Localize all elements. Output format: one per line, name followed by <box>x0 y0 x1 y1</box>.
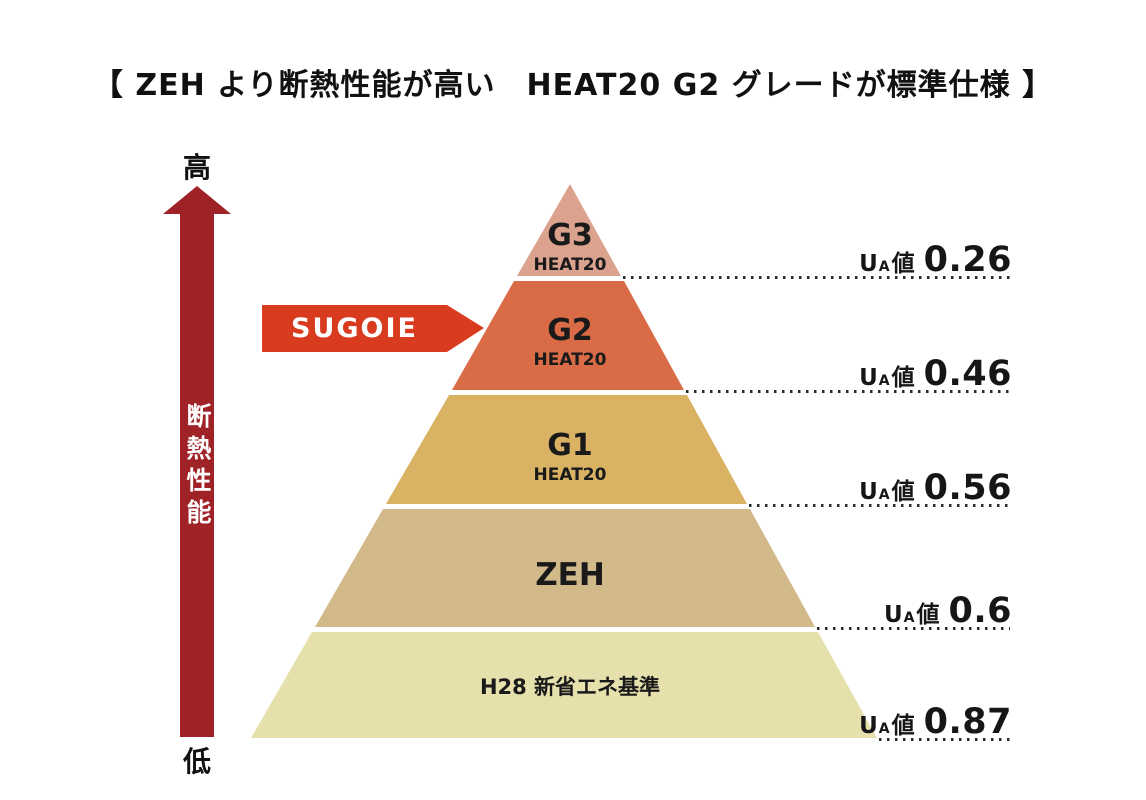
axis-high-label: 高 <box>182 151 211 184</box>
axis-label-insulation-performance: 断熱性能 <box>183 403 212 531</box>
tier-g1-label: G1 <box>547 428 593 463</box>
axis-arrow-head <box>163 186 231 214</box>
tier-g3-shape <box>517 184 621 276</box>
sugoie-arrow-shape <box>262 305 484 352</box>
ua-suffix: 値 <box>916 602 940 628</box>
tier-h28-labels: H28 新省エネ基準 <box>270 675 870 699</box>
ua-suffix: 値 <box>891 365 915 391</box>
ua-suffix: 値 <box>891 479 915 505</box>
ua-subscript: A <box>878 721 890 737</box>
tier-g1-shape <box>386 395 747 504</box>
tier-g1-sublabel: HEAT20 <box>533 465 607 485</box>
ua-value: 0.26 <box>923 240 1012 280</box>
tier-g3-labels: G3 HEAT20 <box>270 219 870 275</box>
ua-value: 0.56 <box>923 468 1012 508</box>
tier-g2-label: G2 <box>547 313 593 348</box>
tier-zeh-label: ZEH <box>535 557 605 593</box>
ua-value: 0.6 <box>948 591 1012 631</box>
tier-g2-sublabel: HEAT20 <box>533 350 607 370</box>
tier-zeh-labels: ZEH <box>270 558 870 592</box>
ua-subscript: A <box>903 610 915 626</box>
ua-subscript: A <box>878 259 890 275</box>
ua-suffix: 値 <box>891 251 915 277</box>
ua-value: 0.87 <box>923 702 1012 742</box>
ua-subscript: A <box>878 487 890 503</box>
tier-g1-labels: G1 HEAT20 <box>270 429 870 485</box>
ua-symbol: U <box>883 602 903 628</box>
tier-zeh-shape <box>315 509 815 627</box>
page-title: 【 ZEH より断熱性能が高い HEAT20 G2 グレードが標準仕様 】 <box>92 68 1054 103</box>
tier-g3-sublabel: HEAT20 <box>533 255 607 275</box>
axis-low-label: 低 <box>182 745 211 778</box>
ua-symbol: U <box>859 251 878 277</box>
ua-symbol: U <box>859 365 878 391</box>
tier-h28-shape <box>251 632 877 738</box>
tier-h28-label: H28 新省エネ基準 <box>479 675 661 699</box>
ua-symbol: U <box>859 713 878 739</box>
tier-g2-shape <box>452 281 684 390</box>
ua-subscript: A <box>878 373 890 389</box>
ua-suffix: 値 <box>891 713 915 739</box>
sugoie-badge-label: SUGOIE <box>291 313 418 344</box>
axis-arrow-shaft <box>180 212 214 737</box>
ua-symbol: U <box>859 479 878 505</box>
tier-g3-label: G3 <box>547 218 593 253</box>
ua-value: 0.46 <box>923 354 1012 394</box>
tier-g2-labels: G2 HEAT20 <box>270 314 870 370</box>
